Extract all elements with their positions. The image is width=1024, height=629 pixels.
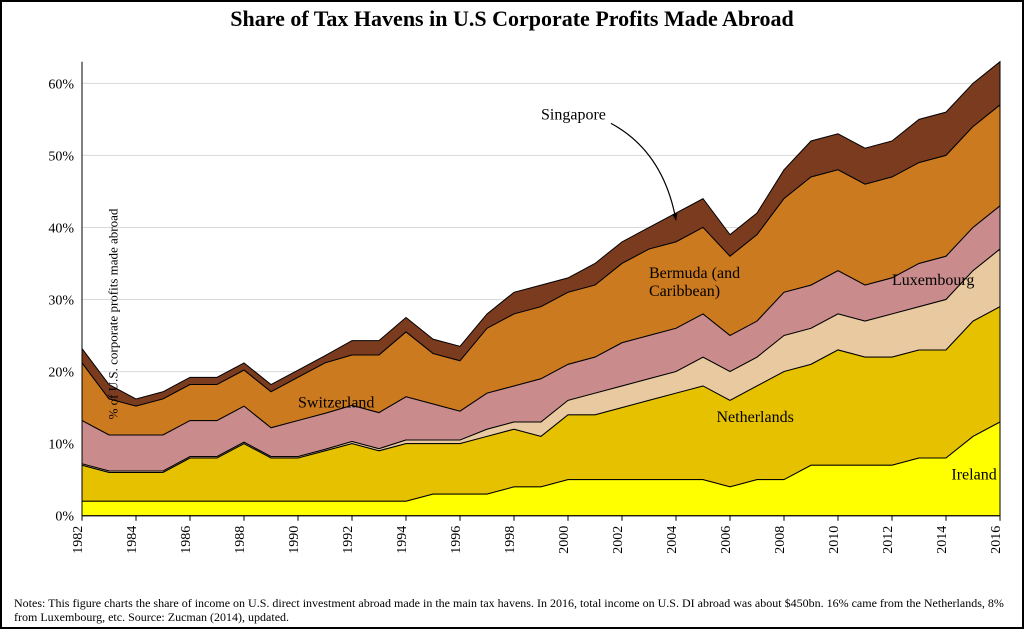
svg-text:1984: 1984 (125, 526, 140, 554)
svg-text:40%: 40% (48, 221, 74, 236)
svg-text:Caribbean): Caribbean) (649, 283, 720, 300)
svg-text:1998: 1998 (503, 526, 518, 554)
svg-text:1994: 1994 (395, 526, 410, 554)
chart-frame: Share of Tax Havens in U.S Corporate Pro… (0, 0, 1024, 629)
svg-text:2014: 2014 (935, 526, 950, 554)
svg-text:1996: 1996 (449, 526, 464, 554)
svg-text:Ireland: Ireland (951, 467, 996, 484)
svg-text:0%: 0% (55, 510, 74, 525)
chart-area: % of U.S. corporate profits made abroad … (12, 32, 1012, 595)
svg-text:1990: 1990 (287, 526, 302, 554)
svg-text:2002: 2002 (611, 526, 626, 554)
chart-title: Share of Tax Havens in U.S Corporate Pro… (12, 6, 1012, 32)
chart-notes: Notes: This figure charts the share of i… (12, 595, 1012, 625)
svg-text:50%: 50% (48, 149, 74, 164)
svg-text:Bermuda (and: Bermuda (and (649, 265, 740, 282)
svg-text:1992: 1992 (341, 526, 356, 554)
svg-text:2008: 2008 (773, 526, 788, 554)
stacked-area-svg: 0% 10% 20% 30% 40% 50% 60% 1982 1984 1986 1988 1990… (12, 32, 1012, 595)
svg-text:10%: 10% (48, 438, 74, 453)
svg-text:60%: 60% (48, 77, 74, 92)
svg-text:2016: 2016 (989, 526, 1004, 554)
svg-text:2000: 2000 (557, 526, 572, 554)
svg-text:2006: 2006 (719, 526, 734, 554)
y-axis-label: % of U.S. corporate profits made abroad (105, 208, 121, 419)
svg-text:2010: 2010 (827, 526, 842, 554)
svg-text:2004: 2004 (665, 526, 680, 554)
svg-text:Singapore: Singapore (541, 106, 606, 123)
svg-text:1982: 1982 (71, 526, 86, 554)
svg-text:Netherlands: Netherlands (717, 409, 794, 426)
svg-text:30%: 30% (48, 294, 74, 309)
svg-text:1986: 1986 (179, 526, 194, 554)
svg-text:1988: 1988 (233, 526, 248, 554)
svg-text:Luxembourg: Luxembourg (892, 272, 974, 289)
svg-text:20%: 20% (48, 366, 74, 381)
svg-text:2012: 2012 (881, 526, 896, 554)
svg-text:Switzerland: Switzerland (298, 395, 374, 412)
